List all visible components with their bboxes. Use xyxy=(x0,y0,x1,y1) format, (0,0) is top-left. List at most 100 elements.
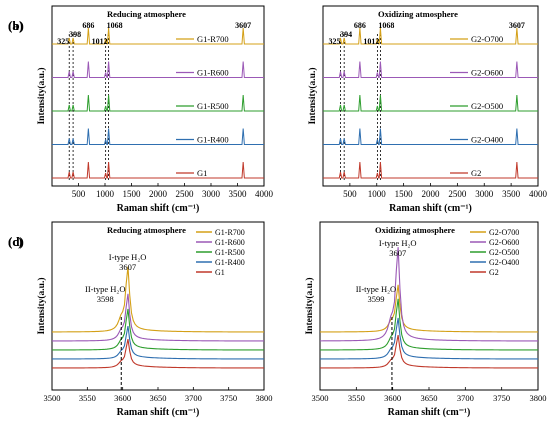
peak-label: 325 xyxy=(328,37,340,46)
x-tick-label: 3650 xyxy=(150,393,167,403)
x-tick-label: 3700 xyxy=(185,393,202,403)
x-tick-label: 1500 xyxy=(123,189,142,199)
panel-title: Oxidizing atmosphere xyxy=(375,225,455,235)
x-tick-label: 1500 xyxy=(395,189,414,199)
series-trace xyxy=(52,61,264,78)
x-tick-label: 4000 xyxy=(529,189,548,199)
annotation-text: II-type H₂O xyxy=(356,284,397,294)
x-tick-label: 3550 xyxy=(348,393,365,403)
annotation-text: 3598 xyxy=(97,294,114,304)
peak-label: 1068 xyxy=(378,21,394,30)
x-tick-label: 3500 xyxy=(229,189,248,199)
x-tick-label: 2000 xyxy=(422,189,441,199)
annotation-text: 3607 xyxy=(389,248,406,258)
x-axis-label: Raman shift (cm⁻¹) xyxy=(389,203,472,214)
peak-label: 325 xyxy=(57,37,69,46)
peak-label: 1012 xyxy=(92,37,108,46)
x-tick-label: 3000 xyxy=(202,189,221,199)
legend-label: G1-R600 xyxy=(215,238,245,247)
series-trace xyxy=(52,94,264,112)
series-label: G1 xyxy=(197,168,207,178)
series-trace xyxy=(320,284,538,333)
panel-title: Reducing atmosphere xyxy=(107,225,186,235)
x-axis-label: Raman shift (cm⁻¹) xyxy=(117,203,200,214)
x-tick-label: 1000 xyxy=(96,189,115,199)
annotation-text: I-type H₂O xyxy=(109,252,147,262)
y-axis-label: Intensity(a.u.) xyxy=(36,277,47,334)
legend-label: G2-O700 xyxy=(489,228,519,237)
legend-label: G2-O400 xyxy=(489,258,519,267)
series-trace xyxy=(51,266,265,333)
series-trace xyxy=(52,325,264,360)
series-label: G2-O700 xyxy=(471,34,503,44)
series-label: G2-O500 xyxy=(471,101,503,111)
x-tick-label: 3700 xyxy=(457,393,474,403)
x-tick-label: 3500 xyxy=(44,393,61,403)
x-tick-label: 3800 xyxy=(256,393,273,403)
series-trace xyxy=(52,128,264,145)
legend-label: G2 xyxy=(489,268,499,277)
legend-label: G1-R700 xyxy=(215,228,245,237)
legend-label: G2-O600 xyxy=(489,238,519,247)
series-trace xyxy=(52,308,265,351)
x-tick-label: 3750 xyxy=(220,393,237,403)
legend-label: G1-R400 xyxy=(215,258,245,267)
series-trace xyxy=(323,61,538,78)
annotation-text: II-type H₂O xyxy=(85,284,126,294)
series-trace xyxy=(323,94,538,112)
x-tick-label: 500 xyxy=(343,189,357,199)
series-label: G2 xyxy=(471,168,481,178)
x-tick-label: 3600 xyxy=(114,393,131,403)
x-tick-label: 3800 xyxy=(530,393,547,403)
series-trace xyxy=(52,293,264,342)
x-tick-label: 3650 xyxy=(421,393,438,403)
x-tick-label: 3600 xyxy=(384,393,401,403)
x-tick-label: 3550 xyxy=(79,393,96,403)
series-label: G1-R500 xyxy=(197,101,229,111)
peak-label: 394 xyxy=(340,30,352,39)
x-tick-label: 2500 xyxy=(176,189,195,199)
panel-label: (a) xyxy=(8,18,23,33)
series-trace xyxy=(320,317,539,360)
series-trace xyxy=(319,247,539,342)
peak-label: 398 xyxy=(69,30,81,39)
series-trace xyxy=(52,339,264,369)
annotation-text: 3599 xyxy=(367,294,384,304)
y-axis-label: Intensity(a.u.) xyxy=(307,67,318,124)
series-trace xyxy=(320,298,538,351)
annotation-text: I-type H₂O xyxy=(379,238,417,248)
series-label: G2-O400 xyxy=(471,135,503,145)
plot-frame xyxy=(322,5,539,187)
panel-label: (c) xyxy=(8,234,22,249)
panel-label: (b) xyxy=(8,18,24,33)
series-label: G1-R400 xyxy=(197,135,229,145)
peak-label: 3607 xyxy=(509,21,525,30)
panel-a: (a) Reducing atmosphere 500 1000 1500 2000 250… xyxy=(8,5,274,214)
legend-label: G2-O500 xyxy=(489,248,519,257)
legend-label: G1-R500 xyxy=(215,248,245,257)
panel-label: (d) xyxy=(8,234,24,249)
plot-frame xyxy=(51,5,265,187)
panel-d: (d) Oxidizing atmosphere 3500 3550 3600 3650 3… xyxy=(8,221,547,418)
peak-label: 1012 xyxy=(363,37,379,46)
panel-title: Reducing atmosphere xyxy=(107,9,186,19)
panel-title: Oxidizing atmosphere xyxy=(378,9,458,19)
series-trace xyxy=(52,27,264,45)
x-tick-label: 2000 xyxy=(149,189,168,199)
series-label: G2-O600 xyxy=(471,68,503,78)
peak-label: 1068 xyxy=(107,21,123,30)
legend-label: G1 xyxy=(215,268,225,277)
x-tick-label: 2500 xyxy=(448,189,467,199)
series-trace xyxy=(323,27,538,45)
series-trace xyxy=(323,128,538,145)
x-tick-label: 3750 xyxy=(493,393,510,403)
annotation-text: 3607 xyxy=(119,262,136,272)
x-tick-label: 3500 xyxy=(502,189,521,199)
series-trace xyxy=(52,161,264,179)
series-label: G1-R700 xyxy=(197,34,229,44)
x-axis-label: Raman shift (cm⁻¹) xyxy=(117,407,200,418)
peak-label: 686 xyxy=(82,21,94,30)
series-trace xyxy=(320,334,538,369)
y-axis-label: Intensity(a.u.) xyxy=(36,67,47,124)
